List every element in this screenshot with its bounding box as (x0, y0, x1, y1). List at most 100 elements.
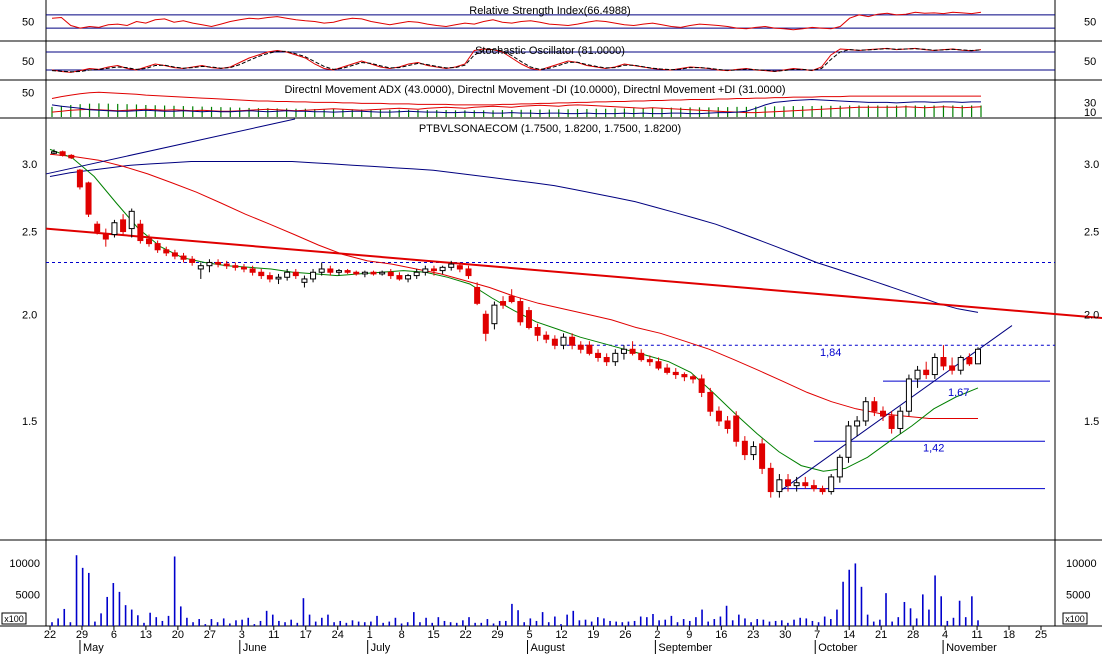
candle-body (310, 271, 317, 280)
x-tick-label: 8 (399, 629, 405, 641)
candle-body (94, 223, 101, 233)
candlestick (120, 214, 127, 235)
indicator-series-line (51, 48, 982, 73)
candlestick (672, 368, 679, 379)
x-tick-label: 6 (111, 629, 117, 641)
price-title: PTBVLSONAECOM (1.7500, 1.8200, 1.7500, 1… (419, 123, 681, 135)
candle-body (171, 252, 178, 257)
candlestick (525, 306, 532, 330)
candlestick (914, 365, 921, 388)
y-tick-label-right: 10 (1084, 107, 1096, 119)
candle-body (871, 401, 878, 412)
candle-body (525, 310, 532, 329)
candlestick (750, 441, 757, 461)
candle-body (759, 443, 766, 469)
candle-body (672, 371, 679, 376)
candle-body (102, 234, 109, 240)
candle-body (387, 271, 394, 277)
candle-body (439, 266, 446, 272)
candlestick (975, 347, 981, 365)
candle-body (180, 255, 187, 260)
candle-body (405, 275, 412, 280)
candle-body (258, 271, 265, 277)
candlestick (474, 282, 481, 306)
candlestick (301, 275, 308, 288)
candlestick (310, 268, 317, 283)
candlestick (232, 262, 239, 271)
candlestick (681, 372, 688, 382)
x-tick-label: 12 (555, 629, 567, 641)
candle-body (232, 265, 239, 268)
candlestick (577, 341, 584, 354)
candle-body (422, 268, 429, 273)
candlestick (197, 262, 204, 279)
candle-body (828, 476, 835, 493)
indicator-series-line (51, 11, 982, 31)
candle-body (335, 270, 342, 273)
candlestick (500, 296, 507, 309)
indicator-title: Relative Strength Index(66.4988) (469, 5, 630, 17)
month-label: June (243, 642, 267, 654)
x-tick-label: 5 (526, 629, 532, 641)
candlestick (422, 265, 429, 276)
x-tick-label: 1 (367, 629, 373, 641)
candle-body (810, 485, 817, 490)
candle-body (819, 488, 826, 493)
candle-body (197, 265, 204, 270)
candlestick (802, 476, 809, 489)
candle-body (949, 365, 956, 371)
candle-body (577, 344, 584, 350)
x-tick-label: 2 (654, 629, 660, 641)
candlestick (387, 268, 394, 279)
candlestick (448, 260, 455, 271)
candle-body (508, 295, 515, 303)
candle-body (707, 391, 714, 412)
x-tick-label: 15 (427, 629, 439, 641)
candle-body (301, 278, 308, 283)
candlestick (845, 420, 852, 463)
x-tick-label: 9 (686, 629, 692, 641)
unit-box (1062, 612, 1088, 625)
candlestick (620, 345, 627, 360)
candle-body (560, 336, 567, 346)
candlestick (655, 357, 662, 371)
candlestick (888, 411, 895, 434)
candlestick (137, 219, 144, 244)
candle-body (836, 456, 843, 478)
candle-body (456, 265, 463, 270)
candle-body (802, 482, 809, 487)
candlestick (595, 349, 602, 362)
candle-body (120, 219, 127, 233)
candlestick (966, 353, 973, 366)
candle-body (534, 327, 541, 336)
candlestick (491, 301, 498, 330)
candlestick (85, 181, 92, 217)
candlestick (854, 416, 861, 437)
candle-body (266, 275, 273, 280)
candlestick (690, 374, 697, 384)
candlestick (145, 234, 152, 247)
candle-body (698, 378, 705, 393)
candlestick (189, 256, 196, 266)
candlestick (664, 363, 671, 375)
candlestick (275, 273, 282, 285)
candle-body (655, 361, 662, 369)
month-label: August (531, 642, 565, 654)
candle-body (586, 344, 593, 354)
candle-body (767, 467, 774, 493)
candle-body (620, 348, 627, 354)
x-tick-label: 22 (44, 629, 56, 641)
candlestick (931, 353, 938, 379)
candlestick (785, 474, 792, 492)
candlestick (327, 265, 334, 276)
candlestick (292, 268, 299, 279)
candle-body (240, 266, 247, 270)
candle-body (975, 348, 981, 365)
candle-body (664, 367, 671, 373)
x-tick-label: 27 (204, 629, 216, 641)
candle-body (569, 336, 576, 346)
candlestick (949, 357, 956, 375)
candle-body (85, 182, 92, 215)
candlestick (379, 270, 386, 276)
candle-body (741, 440, 748, 456)
